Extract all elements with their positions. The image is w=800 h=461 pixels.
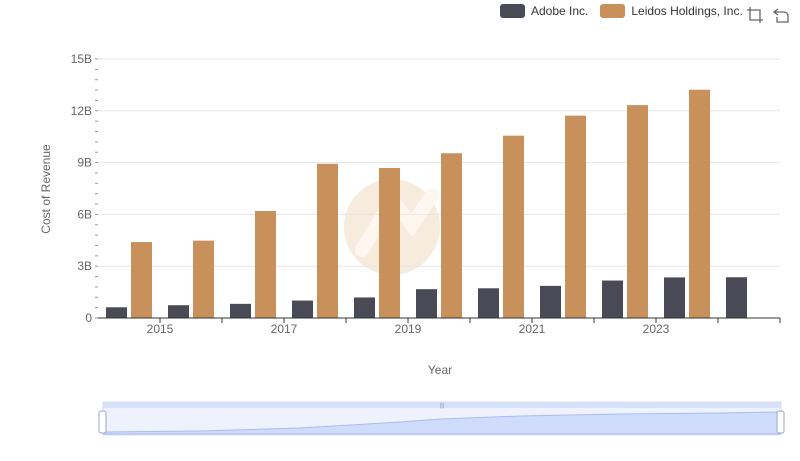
legend-label-adobe: Adobe Inc. (531, 4, 589, 18)
data-zoom-left-handle[interactable] (98, 410, 107, 434)
x-tick-label: 2021 (519, 322, 546, 336)
bar-adobe-2017[interactable] (292, 300, 313, 318)
bar-leidos-2016[interactable] (255, 210, 276, 318)
bar-leidos-2015[interactable] (193, 240, 214, 318)
bar-leidos-2020[interactable] (503, 135, 524, 318)
bar-adobe-2020[interactable] (478, 288, 499, 318)
x-tick-label: 2017 (271, 322, 298, 336)
bar-adobe-2019[interactable] (416, 289, 437, 318)
legend-item-leidos[interactable]: Leidos Holdings, Inc. (600, 4, 743, 18)
data-zoom-top-bar[interactable] (103, 402, 781, 408)
legend-swatch-leidos (600, 4, 626, 18)
bar-leidos-2018[interactable] (379, 167, 400, 318)
toolbox (746, 6, 790, 24)
bar-leidos-2022[interactable] (627, 105, 648, 319)
crop-zoom-icon[interactable] (746, 6, 764, 24)
bar-leidos-2017[interactable] (317, 163, 338, 318)
restore-icon[interactable] (772, 6, 790, 24)
data-zoom-right-handle[interactable] (776, 410, 785, 434)
data-zoom-slider[interactable]: ||| (98, 401, 785, 436)
y-tick-label: 12B (71, 104, 92, 118)
data-zoom-preview-line (103, 411, 781, 435)
y-tick-label: 9B (77, 156, 92, 170)
y-axis-title: Cost of Revenue (39, 144, 53, 234)
bar-leidos-2014[interactable] (131, 242, 152, 318)
x-axis-title: Year (428, 363, 452, 377)
x-tick-label: 2019 (395, 322, 422, 336)
legend: Adobe Inc. Leidos Holdings, Inc. (500, 4, 743, 18)
bar-adobe-2018[interactable] (354, 297, 375, 318)
bar-adobe-2014[interactable] (106, 307, 127, 318)
bar-adobe-2021[interactable] (540, 285, 561, 318)
legend-item-adobe[interactable]: Adobe Inc. (500, 4, 588, 18)
bars-group (106, 89, 747, 319)
bar-leidos-2019[interactable] (441, 153, 462, 318)
bar-adobe-2022[interactable] (602, 280, 623, 318)
bar-adobe-2015[interactable] (168, 305, 189, 318)
y-tick-label: 6B (77, 207, 92, 221)
x-tick-label: 2023 (643, 322, 670, 336)
bar-adobe-2016[interactable] (230, 303, 251, 318)
y-tick-label: 3B (77, 259, 92, 273)
y-axis: 0 3B 6B 9B 12B 15B (71, 52, 98, 325)
grid-lines (98, 58, 780, 267)
bar-leidos-2021[interactable] (565, 115, 586, 318)
x-tick-label: 2015 (147, 322, 174, 336)
bar-adobe-2024[interactable] (726, 277, 747, 318)
legend-label-leidos: Leidos Holdings, Inc. (631, 4, 743, 18)
y-tick-label: 0 (85, 311, 92, 325)
watermark-stroke (355, 187, 439, 257)
x-axis: 2015 2017 2019 2021 2023 (98, 317, 781, 336)
data-zoom-grip-icon[interactable]: ||| (440, 403, 445, 409)
bar-adobe-2023[interactable] (664, 277, 685, 318)
y-tick-label: 15B (71, 52, 92, 66)
legend-swatch-adobe (500, 4, 525, 18)
bar-leidos-2023[interactable] (689, 89, 710, 318)
